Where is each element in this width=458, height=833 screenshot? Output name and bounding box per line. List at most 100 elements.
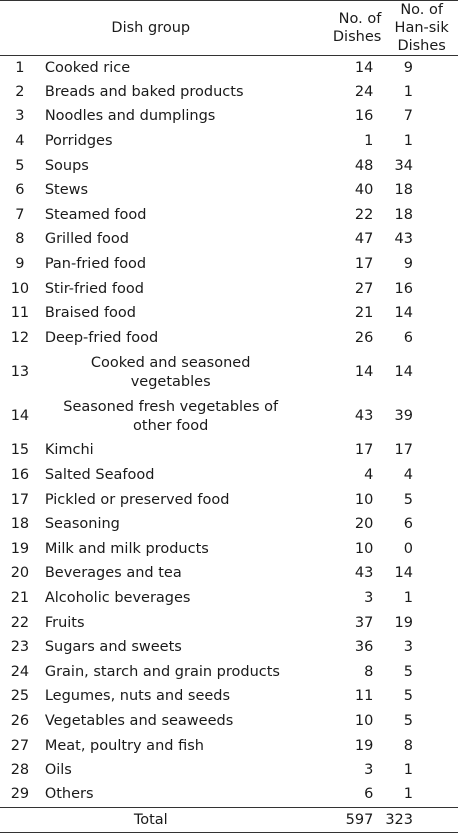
table-footer: Total 597 323 bbox=[0, 807, 458, 833]
row-number: 29 bbox=[10, 786, 30, 803]
dish-count: 11 bbox=[354, 688, 374, 705]
dish-group-name: Vegetables and seaweeds bbox=[44, 712, 234, 729]
table-row: 8 Grilled food 47 43 bbox=[0, 228, 458, 253]
hansik-count: 18 bbox=[394, 182, 413, 199]
dish-group-name: Braised food bbox=[44, 305, 136, 322]
hansik-count: 1 bbox=[403, 762, 413, 779]
table-row: 26 Vegetables and seaweeds 10 5 bbox=[0, 709, 458, 734]
dish-group-name: Cooked rice bbox=[44, 59, 131, 76]
table-row: 24 Grain, starch and grain products 8 5 bbox=[0, 660, 458, 685]
table-row: 4 Porridges 1 1 bbox=[0, 129, 458, 154]
dish-count: 14 bbox=[354, 59, 374, 76]
table-row: 3 Noodles and dumplings 16 7 bbox=[0, 105, 458, 130]
dish-count: 20 bbox=[354, 516, 374, 533]
dish-group-name: Pan-fried food bbox=[44, 256, 147, 273]
table-row: 10 Stir-fried food 27 16 bbox=[0, 277, 458, 302]
dish-group-name: Legumes, nuts and seeds bbox=[44, 688, 231, 705]
dish-group-name: Stews bbox=[44, 182, 89, 199]
dish-group-name: Stir-fried food bbox=[44, 280, 144, 297]
header-row: Dish group No. of Dishes No. of Han-sik … bbox=[0, 0, 458, 56]
row-number: 4 bbox=[15, 133, 25, 150]
dish-group-name: Others bbox=[44, 786, 94, 803]
dish-count: 17 bbox=[354, 442, 374, 459]
dish-count: 1 bbox=[364, 133, 374, 150]
dish-group-name: Porridges bbox=[44, 133, 113, 150]
row-number: 15 bbox=[10, 442, 30, 459]
dish-count: 17 bbox=[354, 256, 374, 273]
hansik-count: 17 bbox=[394, 442, 413, 459]
row-number: 25 bbox=[10, 688, 30, 705]
row-number: 9 bbox=[15, 256, 25, 273]
hansik-count: 1 bbox=[403, 83, 413, 100]
total-row: Total 597 323 bbox=[0, 807, 458, 833]
table-row: 29 Others 6 1 bbox=[0, 783, 458, 808]
dish-count: 14 bbox=[354, 364, 374, 381]
header-no-of-hansik-line2: Dishes bbox=[397, 38, 446, 54]
header-no-of-dishes-line1: No. of bbox=[338, 11, 382, 27]
dish-group-name: Noodles and dumplings bbox=[44, 108, 216, 125]
dish-group-name: Grain, starch and grain products bbox=[44, 663, 280, 680]
table-row: 11 Braised food 21 14 bbox=[0, 301, 458, 326]
table-row: 16 Salted Seafood 4 4 bbox=[0, 463, 458, 488]
table-row: 9 Pan-fried food 17 9 bbox=[0, 252, 458, 277]
hansik-count: 1 bbox=[403, 133, 413, 150]
header-no-of-dishes-line2: Dishes bbox=[332, 29, 382, 45]
row-number: 8 bbox=[15, 231, 25, 248]
dish-count: 24 bbox=[354, 83, 374, 100]
row-number: 17 bbox=[10, 491, 30, 508]
row-number: 19 bbox=[10, 540, 30, 557]
total-label: Total bbox=[0, 807, 302, 833]
dish-group-name: Kimchi bbox=[44, 442, 94, 459]
hansik-count: 1 bbox=[403, 589, 413, 606]
row-number: 23 bbox=[10, 639, 30, 656]
row-number: 20 bbox=[10, 565, 30, 582]
table-row: 6 Stews 40 18 bbox=[0, 178, 458, 203]
table-row: 17 Pickled or preserved food 10 5 bbox=[0, 488, 458, 513]
header-no-of-dishes: No. of Dishes bbox=[302, 1, 386, 56]
row-number: 26 bbox=[10, 712, 30, 729]
dish-count: 6 bbox=[364, 786, 374, 803]
table-row: 27 Meat, poultry and fish 19 8 bbox=[0, 734, 458, 759]
dish-count: 36 bbox=[354, 639, 374, 656]
row-number: 7 bbox=[15, 206, 25, 223]
row-number: 28 bbox=[10, 762, 30, 779]
table-row: 1 Cooked rice 14 9 bbox=[0, 56, 458, 81]
hansik-count: 39 bbox=[394, 408, 413, 425]
row-number: 10 bbox=[10, 280, 30, 297]
dish-group-name: Sugars and sweets bbox=[44, 639, 182, 656]
dish-count: 10 bbox=[354, 540, 374, 557]
hansik-count: 18 bbox=[394, 206, 413, 223]
dish-group-name: Seasoned fresh vegetables of other food bbox=[40, 395, 302, 439]
hansik-count: 9 bbox=[403, 59, 413, 76]
table-row: 15 Kimchi 17 17 bbox=[0, 439, 458, 464]
dish-group-name: Oils bbox=[44, 762, 72, 779]
dish-count: 22 bbox=[354, 206, 374, 223]
hansik-count: 3 bbox=[403, 639, 413, 656]
hansik-count: 16 bbox=[394, 280, 413, 297]
dish-group-name-line2: other food bbox=[133, 417, 209, 434]
row-number: 24 bbox=[10, 663, 30, 680]
dish-count: 48 bbox=[354, 157, 374, 174]
table-row: 13 Cooked and seasoned vegetables 14 14 bbox=[0, 351, 458, 395]
table-row: 2 Breads and baked products 24 1 bbox=[0, 80, 458, 105]
header-dish-group: Dish group bbox=[111, 20, 191, 36]
hansik-count: 5 bbox=[403, 663, 413, 680]
row-number: 5 bbox=[15, 157, 25, 174]
row-number: 13 bbox=[10, 364, 30, 381]
row-number: 6 bbox=[15, 182, 25, 199]
table-row: 7 Steamed food 22 18 bbox=[0, 203, 458, 228]
dish-count: 37 bbox=[354, 614, 374, 631]
dish-count: 40 bbox=[354, 182, 374, 199]
row-number: 3 bbox=[15, 108, 25, 125]
dish-group-name-line1: Seasoned fresh vegetables of bbox=[63, 398, 279, 415]
hansik-count: 1 bbox=[403, 786, 413, 803]
row-number: 1 bbox=[15, 59, 25, 76]
row-number: 2 bbox=[15, 83, 25, 100]
dish-group-name: Meat, poultry and fish bbox=[44, 737, 204, 754]
dish-count: 16 bbox=[354, 108, 374, 125]
hansik-count: 9 bbox=[403, 256, 413, 273]
table-row: 21 Alcoholic beverages 3 1 bbox=[0, 586, 458, 611]
dish-count: 3 bbox=[364, 589, 374, 606]
dish-group-name: Fruits bbox=[44, 614, 85, 631]
